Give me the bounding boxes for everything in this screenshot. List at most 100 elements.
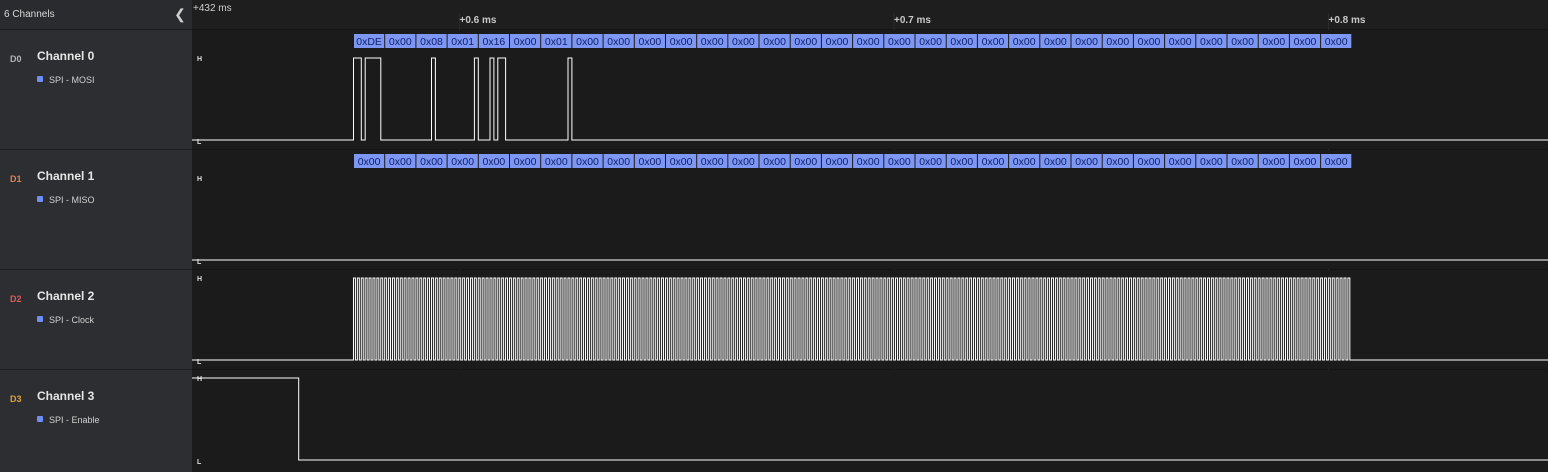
decode-bubble[interactable]	[884, 34, 915, 48]
decode-bubble[interactable]	[1258, 34, 1289, 48]
decode-bubble[interactable]	[1102, 154, 1133, 168]
decode-bubble[interactable]	[853, 34, 884, 48]
decode-value: 0x00	[1294, 156, 1317, 168]
decode-bubble[interactable]	[821, 34, 853, 48]
decode-bubble[interactable]	[1227, 34, 1258, 48]
analyzer-color-square	[37, 196, 43, 202]
decode-bubble[interactable]	[1165, 34, 1196, 48]
channel-row-3[interactable]: D3 Channel 3 SPI - Enable	[0, 370, 192, 472]
decode-bubble[interactable]	[1165, 154, 1196, 168]
decode-bubble[interactable]	[447, 34, 478, 48]
decode-bubble[interactable]	[946, 154, 977, 168]
decode-bubble[interactable]	[603, 154, 634, 168]
decode-bubble[interactable]	[603, 34, 634, 48]
decode-bubble[interactable]	[1321, 154, 1352, 168]
decode-value: 0x00	[888, 156, 911, 168]
decode-bubble[interactable]	[759, 34, 790, 48]
decode-bubble[interactable]	[510, 34, 541, 48]
level-low-label: L	[197, 459, 202, 466]
decode-value: 0x00	[1200, 156, 1223, 168]
analyzer-label[interactable]: SPI - MOSI	[37, 75, 95, 85]
decode-bubble[interactable]	[478, 154, 509, 168]
decode-bubble[interactable]	[1102, 34, 1133, 48]
decode-bubble[interactable]	[915, 34, 946, 48]
decode-bubble[interactable]	[853, 154, 884, 168]
channel-row-1[interactable]: D1 Channel 1 SPI - MISO	[0, 150, 192, 270]
decode-bubble[interactable]	[1009, 34, 1040, 48]
decode-bubble[interactable]	[666, 34, 697, 48]
channel-row-0[interactable]: D0 Channel 0 SPI - MOSI	[0, 30, 192, 150]
timeline-ruler[interactable]	[192, 0, 1548, 29]
decode-bubble[interactable]	[1289, 34, 1321, 48]
decode-value: 0x00	[389, 156, 412, 168]
channel-name: Channel 0	[37, 49, 95, 63]
decode-bubble[interactable]	[634, 154, 665, 168]
decode-bubble[interactable]	[1196, 34, 1227, 48]
decode-bubble[interactable]	[666, 154, 697, 168]
decode-bubble[interactable]	[1258, 154, 1289, 168]
decode-bubble[interactable]	[728, 154, 759, 168]
decode-bubble[interactable]	[541, 154, 572, 168]
decode-bubble[interactable]	[447, 154, 478, 168]
decode-bubble[interactable]	[1071, 34, 1102, 48]
decode-bubble[interactable]	[1133, 34, 1165, 48]
decode-bubble[interactable]	[1133, 154, 1165, 168]
decode-value: 0x00	[888, 36, 911, 48]
decode-bubble[interactable]	[790, 154, 821, 168]
decode-bubble[interactable]	[1227, 154, 1258, 168]
channel-name: Channel 2	[37, 289, 95, 303]
decode-bubble[interactable]	[572, 34, 603, 48]
decode-bubble[interactable]	[354, 34, 385, 48]
decode-bubble[interactable]	[977, 154, 1009, 168]
decode-bubble[interactable]	[759, 154, 790, 168]
channel-row-2[interactable]: D2 Channel 2 SPI - Clock	[0, 270, 192, 370]
decode-bubble[interactable]	[572, 154, 603, 168]
waveform-plot[interactable]: +432 ms +0.6 ms +0.7 ms +0.8 ms H L H L H L H L 0…	[192, 0, 1548, 472]
decode-value: 0x00	[982, 156, 1005, 168]
lane-0	[192, 30, 1548, 149]
analyzer-label[interactable]: SPI - Clock	[37, 315, 94, 325]
waveforms	[192, 57, 1548, 461]
decode-bubble[interactable]	[915, 154, 946, 168]
level-low-label: L	[197, 359, 202, 366]
decode-bubble[interactable]	[1040, 34, 1071, 48]
lane-3	[192, 370, 1548, 472]
decode-bubble[interactable]	[385, 34, 416, 48]
decode-bubble[interactable]	[1321, 34, 1352, 48]
decode-value: 0x00	[514, 36, 537, 48]
decode-bubble[interactable]	[416, 154, 447, 168]
decode-value: 0x00	[358, 156, 381, 168]
decode-bubble[interactable]	[1009, 154, 1040, 168]
decode-bubble[interactable]	[946, 34, 977, 48]
decode-bubble[interactable]	[541, 34, 572, 48]
decode-bubble[interactable]	[1071, 154, 1102, 168]
decode-bubble[interactable]	[977, 34, 1009, 48]
decode-value: 0x01	[451, 36, 474, 48]
decode-value: 0x00	[919, 36, 942, 48]
decode-bubble[interactable]	[1196, 154, 1227, 168]
decode-value: 0x00	[1106, 36, 1129, 48]
decode-bubble[interactable]	[634, 34, 665, 48]
chevron-left-icon[interactable]: ❮	[174, 6, 186, 22]
decode-value: 0x08	[420, 36, 443, 48]
decode-bubble[interactable]	[728, 34, 759, 48]
decode-value: 0x00	[857, 36, 880, 48]
decode-value: 0x00	[1075, 36, 1098, 48]
decode-bubble[interactable]	[354, 154, 385, 168]
analyzer-label[interactable]: SPI - MISO	[37, 195, 95, 205]
decode-bubble[interactable]	[385, 154, 416, 168]
decode-bubble[interactable]	[416, 34, 447, 48]
decode-bubble[interactable]	[1289, 154, 1321, 168]
analyzer-label[interactable]: SPI - Enable	[37, 415, 100, 425]
decode-value: 0x00	[794, 156, 817, 168]
decode-bubble[interactable]	[697, 154, 728, 168]
decode-bubble[interactable]	[478, 34, 509, 48]
decode-bubble[interactable]	[1040, 154, 1071, 168]
decode-bubble[interactable]	[510, 154, 541, 168]
decode-bubble[interactable]	[790, 34, 821, 48]
enable-trace	[192, 377, 1548, 461]
decode-bubble[interactable]	[697, 34, 728, 48]
decode-bubble[interactable]	[821, 154, 853, 168]
decode-value: 0x00	[576, 156, 599, 168]
decode-bubble[interactable]	[884, 154, 915, 168]
